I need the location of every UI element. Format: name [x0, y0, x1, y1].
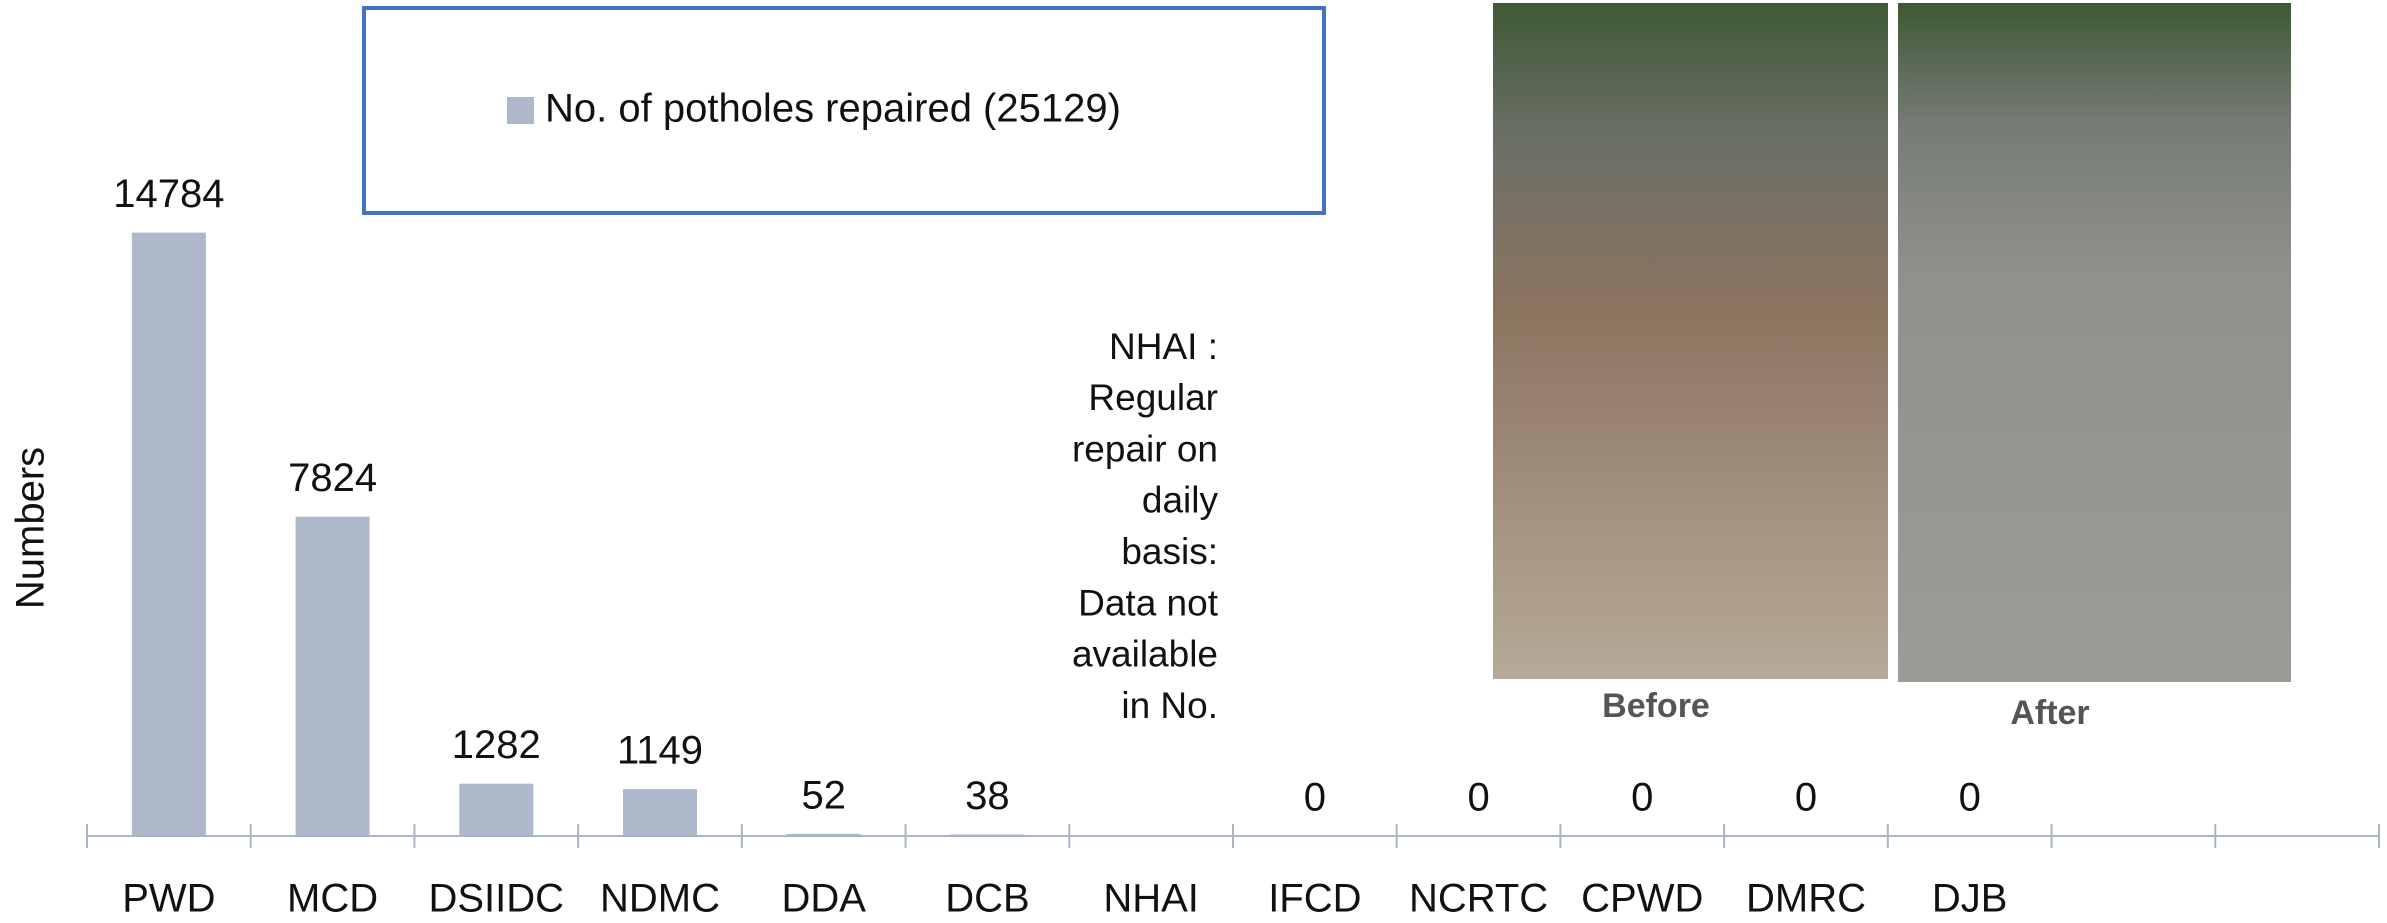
y-axis-label: Numbers	[9, 447, 53, 609]
x-tick-label: DDA	[781, 877, 866, 921]
data-label: 7824	[288, 456, 377, 500]
legend-marker	[507, 97, 534, 124]
x-tick-label: NHAI	[1103, 877, 1199, 921]
bar	[131, 232, 206, 837]
x-tick-label: NDMC	[600, 877, 720, 921]
bar	[459, 783, 534, 836]
legend-box	[362, 6, 1326, 215]
photo-after	[1898, 3, 2291, 682]
photo-label: Before	[1602, 687, 1710, 725]
annotation: in No.	[1121, 685, 1218, 726]
photo-before	[1493, 3, 1888, 679]
bar	[295, 516, 370, 836]
data-label: 1149	[617, 729, 703, 773]
annotation: daily	[1142, 480, 1219, 521]
annotation: repair on	[1072, 428, 1218, 469]
x-tick-label: IFCD	[1268, 877, 1361, 921]
data-label: 1282	[452, 723, 541, 767]
data-label: 0	[1795, 776, 1817, 820]
x-tick-label: DJB	[1932, 877, 2008, 921]
x-tick-label: MCD	[287, 877, 378, 921]
annotation: available	[1072, 634, 1218, 675]
data-label: 14784	[113, 172, 224, 216]
data-label: 0	[1304, 776, 1326, 820]
annotation: basis:	[1121, 531, 1218, 572]
x-tick-label: DCB	[945, 877, 1029, 921]
x-tick-label: DMRC	[1746, 877, 1866, 921]
data-label: 0	[1959, 776, 1981, 820]
photo-label: After	[2010, 694, 2089, 732]
annotation: NHAI :	[1109, 326, 1218, 367]
data-label: 38	[965, 774, 1010, 818]
data-label: 0	[1467, 776, 1489, 820]
bar	[786, 833, 861, 836]
x-tick-label: PWD	[122, 877, 215, 921]
data-label: 52	[801, 773, 846, 817]
legend-label: No. of potholes repaired (25129)	[545, 87, 1121, 131]
data-label: 0	[1631, 776, 1653, 820]
annotation: Data not	[1078, 582, 1219, 623]
x-tick-label: NCRTC	[1409, 877, 1548, 921]
bar	[623, 789, 697, 836]
x-tick-label: DSIIDC	[428, 877, 564, 921]
x-tick-label: CPWD	[1581, 877, 1703, 921]
annotation: Regular	[1088, 377, 1218, 418]
